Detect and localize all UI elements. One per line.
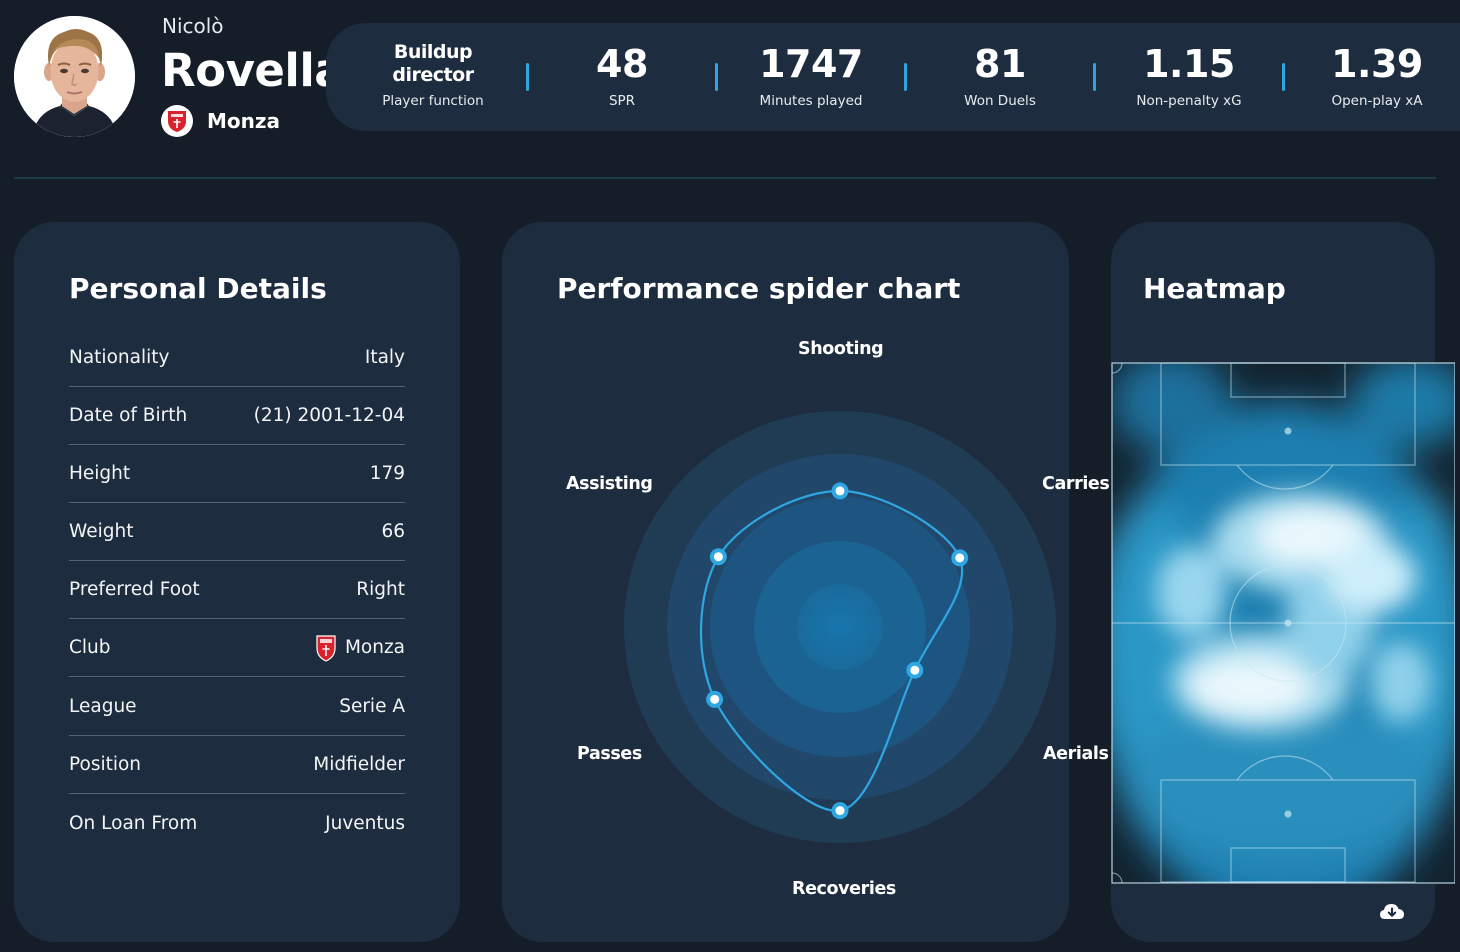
monza-crest-icon [161,105,193,137]
detail-row-weight: Weight 66 [69,503,405,561]
player-portrait-icon [14,16,135,137]
player-avatar [14,16,135,137]
detail-label: League [69,696,137,717]
spider-label-passes: Passes [577,744,642,764]
monza-crest-icon [316,634,336,662]
spider-chart-title: Performance spider chart [557,272,961,305]
detail-value[interactable]: Monza [316,634,405,662]
detail-value: 179 [369,463,405,484]
stat-value: 1.15 [1143,42,1235,86]
spider-ring-1 [797,584,883,670]
detail-row-height: Height 179 [69,445,405,503]
detail-value: (21) 2001-12-04 [253,405,405,426]
detail-row-nationality: Nationality Italy [69,329,405,387]
detail-row-preferred-foot: Preferred Foot Right [69,561,405,619]
stat-spr: 48 SPR [537,23,707,131]
stat-value: 1.39 [1331,42,1423,86]
detail-row-on-loan-from: On Loan From Juventus [69,794,405,852]
detail-value: Italy [364,347,405,368]
spider-label-recoveries: Recoveries [792,879,896,899]
cloud-download-icon[interactable] [1379,902,1405,922]
detail-value: Midfielder [313,754,405,775]
spider-point-dot [713,552,723,562]
stat-non-penalty-xg: 1.15 Non-penalty xG [1104,23,1274,131]
stat-label: Non-penalty xG [1136,93,1242,109]
personal-details-card: Personal Details Nationality Italy Date … [14,222,460,942]
detail-value: Serie A [339,696,405,717]
stat-label: Minutes played [759,93,863,109]
stat-label: Player function [382,93,484,109]
stat-separator [526,63,529,91]
detail-label: Date of Birth [69,405,188,426]
detail-label: Weight [69,521,134,542]
stat-value: 48 [596,42,648,86]
stat-value: Buildup director [392,41,474,86]
stat-separator [1282,63,1285,91]
player-first-name: Nicolò [162,14,224,38]
stat-label: Open-play xA [1331,93,1423,109]
stat-label: SPR [608,93,636,109]
detail-label: Height [69,463,131,484]
stat-player-function: Buildup director Player function [348,23,518,131]
detail-row-date-of-birth: Date of Birth (21) 2001-12-04 [69,387,405,445]
detail-label: Position [69,754,142,775]
stat-value: 1747 [759,42,863,86]
spider-chart-card: Performance spider chart Shooting Carrie… [502,222,1110,942]
detail-row-club: Club Monza [69,619,405,677]
spider-point-dot [835,486,845,496]
heatmap-title: Heatmap [1143,272,1286,305]
player-club[interactable]: Monza [161,105,280,137]
stat-separator [715,63,718,91]
spider-label-carries: Carries [1042,474,1110,494]
player-club-label: Monza [207,109,281,133]
stat-won-duels: 81 Won Duels [915,23,1085,131]
spider-point-dot [955,553,965,563]
stat-separator [1093,63,1096,91]
heatmap-card: Heatmap [1111,222,1455,942]
stat-label: Won Duels [964,93,1036,109]
stat-open-play-xa: 1.39 Open-play xA [1292,23,1460,131]
detail-row-position: Position Midfielder [69,736,405,794]
player-last-name: Rovella [161,44,345,97]
spider-chart [624,411,1056,843]
club-link-label: Monza [344,637,405,658]
detail-label: Club [69,637,111,658]
detail-label: On Loan From [69,812,198,834]
personal-details-title: Personal Details [69,272,327,305]
detail-value: Right [356,579,405,600]
spider-label-shooting: Shooting [798,339,884,359]
stat-value: 81 [974,42,1026,86]
header-divider [14,177,1436,179]
stat-minutes-played: 1747 Minutes played [726,23,896,131]
stat-separator [904,63,907,91]
detail-row-league: League Serie A [69,678,405,736]
spider-point-dot [835,806,845,816]
detail-value: 66 [381,521,405,542]
spider-label-aerials: Aerials [1043,744,1109,764]
heatmap-pitch [1111,362,1455,884]
detail-value: Juventus [325,812,405,834]
spider-label-assisting: Assisting [566,474,653,494]
detail-label: Nationality [69,347,170,368]
detail-label: Preferred Foot [69,579,200,600]
spider-point-dot [710,694,720,704]
stats-bar: Buildup director Player function 48 SPR 1… [326,23,1460,131]
spider-point-dot [910,665,920,675]
